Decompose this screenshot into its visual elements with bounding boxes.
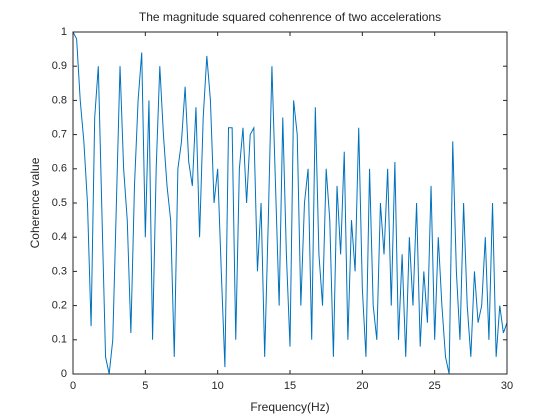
x-tick-label: 5 [142, 380, 148, 392]
y-axis-label: Coherence value [28, 157, 42, 248]
y-tick-label: 0.9 [52, 60, 67, 72]
data-line [72, 31, 508, 375]
y-tick-label: 0.2 [52, 300, 67, 312]
y-tick-label: 0.1 [52, 334, 67, 346]
y-tick-label: 0.6 [52, 163, 67, 175]
x-tick-label: 30 [501, 380, 513, 392]
x-tick-label: 15 [284, 380, 296, 392]
x-axis-label: Frequency(Hz) [250, 400, 329, 414]
y-tick-label: 0.5 [52, 197, 67, 209]
y-tick-label: 0.3 [52, 265, 67, 277]
y-tick-label: 0.8 [52, 94, 67, 106]
x-tick-label: 0 [70, 380, 76, 392]
chart-title: The magnitude squared cohenrence of two … [139, 10, 441, 24]
y-tick-label: 0 [61, 368, 67, 380]
x-tick-label: 20 [356, 380, 368, 392]
x-tick-label: 10 [212, 380, 224, 392]
x-tick-label: 25 [429, 380, 441, 392]
y-tick-label: 0.7 [52, 129, 67, 141]
y-tick-label: 0.4 [52, 231, 67, 243]
y-tick-label: 1 [61, 26, 67, 38]
